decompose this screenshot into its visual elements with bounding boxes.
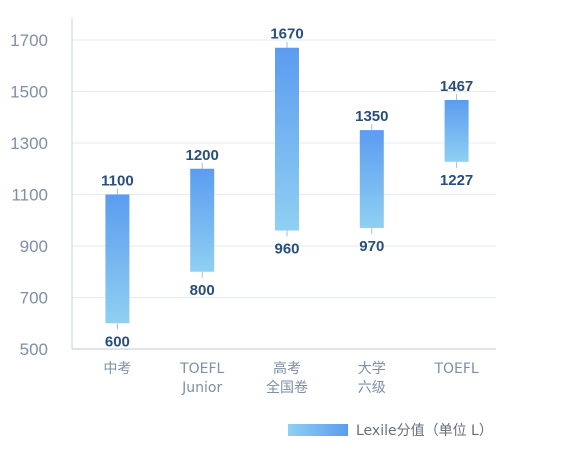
y-tick-label-700: 700 [20, 289, 48, 308]
legend-label: Lexile分值（单位 L） [356, 423, 493, 439]
x-tick-label-line: 全国卷 [266, 379, 308, 396]
high-label-1: 1200 [186, 147, 219, 164]
low-label-3: 970 [359, 238, 384, 255]
x-tick-label-3: 大学六级 [358, 361, 386, 396]
legend: Lexile分值（单位 L） [288, 423, 493, 439]
low-label-0: 600 [105, 333, 130, 350]
x-tick-label-1: TOEFL Junior [179, 361, 224, 396]
x-tick-label-2: 高考全国卷 [266, 360, 308, 396]
y-tick-label-900: 900 [20, 237, 48, 256]
low-label-2: 960 [274, 241, 299, 258]
high-label-3: 1350 [355, 108, 388, 125]
y-tick-label-500: 500 [20, 340, 48, 359]
x-tick-label-0: 中考 [103, 361, 131, 377]
y-tick-label-1500: 1500 [10, 83, 48, 102]
y-tick-label-1300: 1300 [10, 134, 48, 153]
x-tick-label-line: TOEFL [179, 361, 224, 377]
legend-swatch [288, 424, 348, 436]
bar-3 [359, 130, 384, 228]
x-tick-label-line: 六级 [358, 380, 386, 396]
x-tick-label-4: TOEFL [433, 361, 478, 377]
data-labels: 1100 600 1200 800 1670 960 1350 970 1467 1227 [101, 26, 473, 351]
bar-4 [444, 99, 469, 162]
x-tick-label-line: 大学 [358, 361, 386, 377]
bar-2 [275, 47, 299, 231]
x-tick-label-line: 高考 [273, 360, 301, 377]
low-label-1: 800 [190, 282, 215, 299]
y-tick-label-1100: 1100 [11, 186, 48, 205]
x-tick-label-line: 中考 [103, 361, 131, 377]
bar-1 [190, 168, 215, 272]
x-tick-label-line: TOEFL [433, 361, 478, 377]
x-tick-label-line: Junior [181, 380, 222, 396]
high-label-0: 1100 [101, 173, 134, 190]
bar-0 [105, 194, 130, 324]
high-label-4: 1467 [440, 78, 473, 95]
bars [105, 41, 469, 330]
high-label-2: 1670 [270, 26, 303, 43]
low-label-4: 1227 [440, 172, 473, 189]
y-tick-label-1700: 1700 [10, 31, 48, 50]
axes: 500 700 900 1100 1300 1500 1700 中考 TOEFL Junior 高考… [10, 18, 496, 396]
